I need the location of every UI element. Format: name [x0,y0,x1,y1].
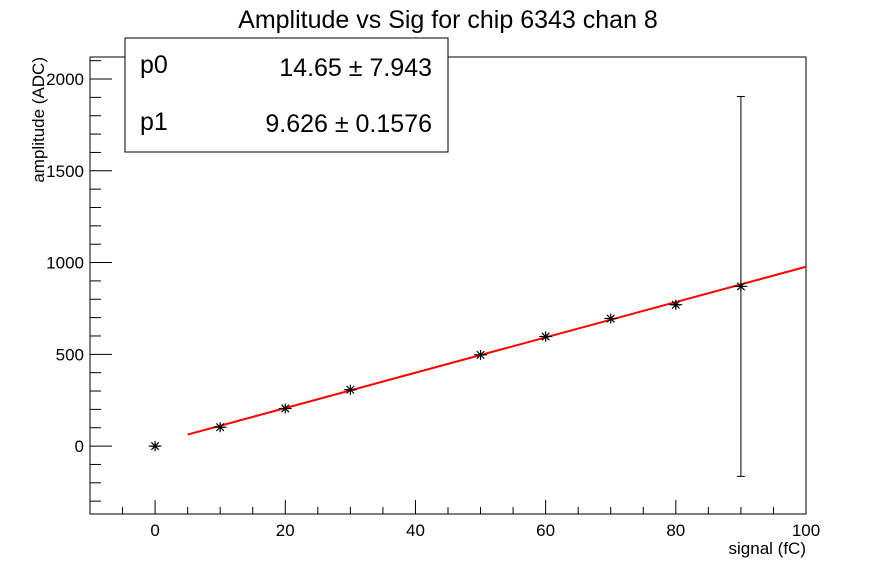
data-point [278,403,292,414]
star-marker [215,422,226,433]
x-axis-title: signal (fC) [729,539,806,558]
x-axis-tick-labels: 0 20 40 60 80 100 [150,521,820,540]
stats-p0-label: p0 [140,51,168,79]
x-tick-label: 20 [276,521,295,540]
data-point [539,331,553,342]
star-marker [670,299,681,310]
stats-p1-value: 9.626 ± 0.1576 [265,110,432,138]
data-point [734,95,748,477]
stats-p1-label: p1 [140,108,168,136]
data-points [148,95,748,477]
stats-p0-value: 14.65 ± 7.943 [279,54,432,82]
y-tick-label: 1500 [46,162,84,181]
y-axis-title: amplitude (ADC) [29,57,48,183]
star-marker [540,331,551,342]
fit-line [187,265,807,436]
star-marker [150,441,161,452]
chart-title: Amplitude vs Sig for chip 6343 chan 8 [238,6,658,34]
star-marker [605,313,616,324]
y-tick-label: 0 [75,437,84,456]
y-tick-label: 2000 [46,70,84,89]
data-point [148,441,162,452]
x-tick-label: 0 [150,521,159,540]
data-point [474,349,488,360]
star-marker [475,349,486,360]
y-axis-tick-labels: 0 500 1000 1500 2000 [46,70,84,456]
data-point [669,299,683,310]
stats-box-border [124,37,449,153]
x-tick-label: 80 [666,521,685,540]
x-tick-label: 40 [406,521,425,540]
y-axis-ticks [90,60,112,502]
x-axis-ticks [89,500,807,514]
y-tick-label: 1000 [46,254,84,273]
star-marker [280,403,291,414]
x-tick-label: 60 [536,521,555,540]
star-marker [735,281,746,292]
fit-stats-box: p0 14.65 ± 7.943 p1 9.626 ± 0.1576 [124,37,449,153]
star-marker [345,384,356,395]
y-tick-label: 500 [56,345,84,364]
data-point [604,313,618,324]
x-tick-label: 100 [792,521,820,540]
data-point [213,422,227,433]
data-point [343,384,357,395]
